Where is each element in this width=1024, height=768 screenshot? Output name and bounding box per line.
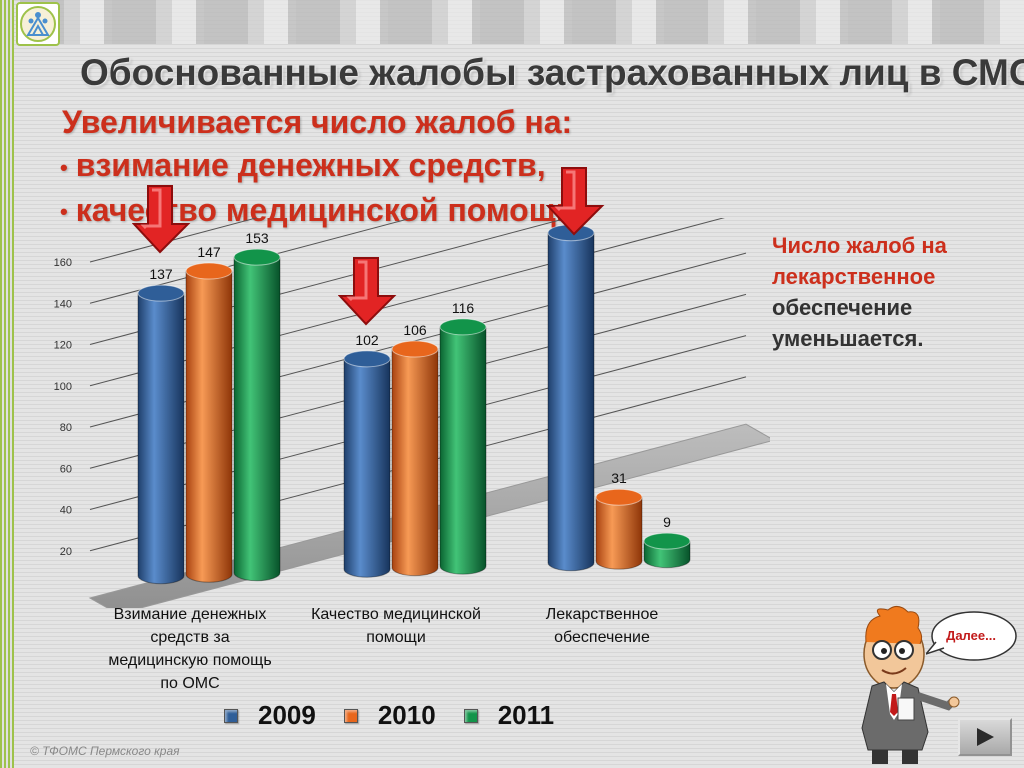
legend-item: 2009 (224, 700, 316, 731)
x-category-label: Качество медицинской помощи (311, 606, 481, 646)
legend-label: 2011 (497, 700, 555, 730)
bar-top (643, 532, 691, 550)
legend-item: 2011 (463, 700, 555, 731)
legend-item: 2010 (343, 700, 436, 731)
bar-top (137, 284, 185, 302)
down-arrow-icon (132, 185, 191, 254)
x-category-label: Взимание денежных средств за медицинскую п… (108, 606, 272, 692)
speech-bubble (926, 611, 1017, 661)
bar (595, 488, 643, 570)
y-tick-label: 140 (54, 298, 72, 310)
data-label: 106 (403, 322, 427, 338)
side-note-line1: Число жалоб на лекарственное (772, 233, 947, 289)
x-category-label: Лекарственное обеспечение (545, 606, 659, 646)
page-title: Обоснованные жалобы застрахованных лиц в… (80, 52, 1024, 93)
down-arrow-icon (546, 167, 605, 236)
bar (185, 262, 233, 583)
next-button[interactable] (958, 718, 1012, 756)
bar-top (391, 340, 439, 358)
legend-swatch (343, 708, 358, 723)
bar-body (439, 326, 487, 575)
bubble-text: Далее... (946, 628, 996, 643)
chart-legend: 2009 2010 2011 (224, 700, 554, 731)
data-label: 102 (355, 332, 379, 348)
bar (547, 224, 595, 572)
legend-swatch (463, 708, 478, 723)
y-tick-label: 120 (54, 340, 72, 352)
bullet-dot-icon: • (60, 199, 68, 225)
bar (391, 340, 439, 577)
data-label: 31 (611, 470, 627, 486)
legend-label: 2010 (377, 700, 436, 730)
bullet-text: взимание денежных средств, (75, 147, 546, 183)
gridline (89, 218, 258, 263)
bar-body (343, 358, 391, 578)
y-tick-label: 100 (54, 381, 72, 393)
bar-top (595, 488, 643, 506)
data-label: 137 (149, 266, 173, 282)
professor-mascot-icon (861, 606, 960, 764)
bar-top (233, 248, 281, 266)
data-label: 153 (245, 230, 269, 246)
side-note: Число жалоб на лекарственное обеспечение… (772, 230, 1012, 354)
bar-body (391, 348, 439, 577)
tfoms-logo-icon (16, 2, 60, 46)
y-tick-label: 60 (60, 463, 72, 475)
bullet-dot-icon: • (60, 154, 68, 180)
legend-swatch (224, 708, 238, 723)
side-note-line2: обеспечение уменьшается. (772, 295, 924, 351)
bar-body (233, 256, 281, 582)
data-label: 9 (663, 514, 671, 530)
down-arrow-icon (338, 257, 397, 326)
legend-label: 2009 (258, 700, 316, 730)
play-next-icon (977, 728, 994, 746)
y-tick-label: 80 (60, 422, 72, 434)
left-rail (0, 0, 14, 768)
bar-chart: 020406080100120140160 137147153102106116… (54, 218, 770, 608)
bar (343, 350, 391, 578)
data-label: 116 (452, 300, 475, 316)
top-band (20, 0, 1024, 44)
bar (439, 318, 487, 575)
data-label: 147 (197, 244, 221, 260)
y-tick-label: 160 (54, 257, 72, 269)
bar-body (137, 292, 185, 585)
y-tick-label: 40 (60, 505, 72, 517)
bar-top (439, 318, 487, 336)
lead-text: Увеличивается число жалоб на: (62, 104, 573, 140)
bar (643, 532, 691, 569)
bar-body (185, 270, 233, 583)
bar-body (547, 232, 595, 572)
bullet-item: • взимание денежных средств, (60, 144, 584, 189)
bar-body (595, 496, 643, 570)
bar-top (185, 262, 233, 280)
bar (137, 284, 185, 585)
y-tick-label: 20 (60, 546, 72, 558)
bar-top (343, 350, 391, 368)
bar (233, 248, 281, 582)
footer-copyright: © ТФОМС Пермского края (30, 744, 180, 758)
